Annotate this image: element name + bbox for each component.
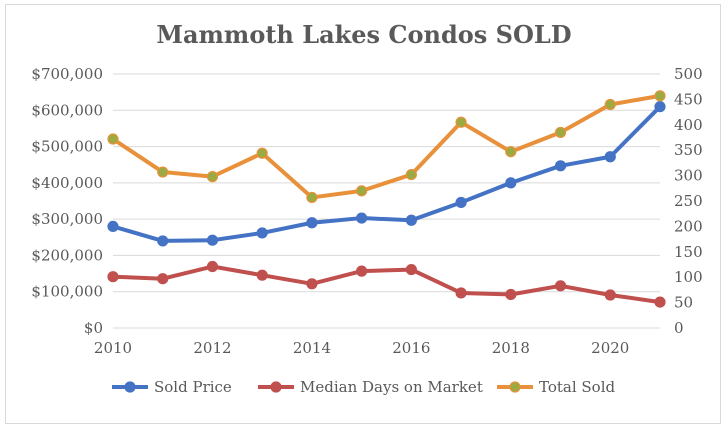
data-point bbox=[505, 146, 517, 158]
right-tick-label: 200 bbox=[674, 217, 703, 235]
legend-marker bbox=[509, 381, 521, 393]
left-tick-label: $500,000 bbox=[31, 138, 103, 156]
data-point bbox=[654, 90, 666, 102]
data-point bbox=[157, 273, 169, 285]
legend-label: Sold Price bbox=[154, 378, 232, 396]
legend-item-sold-price: Sold Price bbox=[112, 378, 232, 396]
legend-item-median-days-on-market: Median Days on Market bbox=[258, 378, 483, 396]
data-point bbox=[107, 271, 119, 283]
right-axis-ticks: 0 50 100 150 200 250 300 350 400 450 500 bbox=[674, 65, 703, 337]
data-point bbox=[206, 234, 219, 246]
left-tick-label: $300,000 bbox=[31, 210, 103, 228]
series-group bbox=[107, 90, 666, 308]
x-tick-label: 2020 bbox=[591, 339, 629, 357]
left-tick-label: $100,000 bbox=[31, 283, 103, 301]
data-point bbox=[505, 288, 517, 301]
legend-marker bbox=[124, 381, 136, 393]
data-point bbox=[306, 217, 318, 229]
x-tick-label: 2010 bbox=[94, 339, 132, 357]
data-point bbox=[157, 166, 169, 178]
right-tick-label: 50 bbox=[674, 294, 693, 312]
data-point bbox=[604, 98, 616, 111]
x-tick-label: 2014 bbox=[293, 339, 331, 357]
data-point bbox=[206, 260, 219, 273]
left-tick-label: $600,000 bbox=[31, 101, 103, 119]
series-sold-price bbox=[107, 101, 666, 247]
legend-item-total-sold: Total Sold bbox=[497, 378, 616, 396]
data-point bbox=[554, 126, 567, 139]
chart-title: Mammoth Lakes Condos SOLD bbox=[156, 20, 571, 49]
left-axis-ticks: $0 $100,000 $200,000 $300,000 $400,000 $500,0… bbox=[31, 65, 103, 337]
right-tick-label: 300 bbox=[674, 167, 703, 185]
x-axis-ticks: 2010 2012 2014 2016 2018 2020 bbox=[94, 339, 629, 357]
data-point bbox=[306, 191, 318, 204]
series-line-total-sold bbox=[111, 93, 662, 200]
data-point bbox=[604, 151, 616, 163]
right-tick-label: 450 bbox=[674, 90, 703, 108]
data-point bbox=[604, 289, 616, 301]
right-tick-label: 250 bbox=[674, 192, 703, 210]
right-tick-label: 400 bbox=[674, 116, 703, 134]
data-point bbox=[405, 168, 417, 181]
data-point bbox=[405, 263, 417, 276]
x-tick-label: 2018 bbox=[492, 339, 530, 357]
x-tick-label: 2012 bbox=[193, 339, 231, 357]
data-point bbox=[256, 227, 268, 239]
series-line-median-days-on-market bbox=[111, 264, 662, 305]
data-point bbox=[107, 220, 119, 232]
data-point bbox=[107, 133, 119, 145]
data-point bbox=[654, 101, 666, 113]
right-tick-label: 350 bbox=[674, 141, 703, 159]
data-point bbox=[455, 196, 467, 209]
right-tick-label: 150 bbox=[674, 243, 703, 261]
left-tick-label: $0 bbox=[84, 319, 103, 337]
data-point bbox=[356, 265, 368, 277]
right-tick-label: 100 bbox=[674, 268, 703, 286]
series-median-days-on-market bbox=[107, 260, 666, 308]
legend-label: Total Sold bbox=[539, 378, 616, 396]
right-tick-label: 500 bbox=[674, 65, 703, 83]
legend: Sold Price Median Days on Market Total Sol… bbox=[112, 378, 616, 396]
data-point bbox=[455, 116, 467, 128]
series-line-sold-price bbox=[111, 104, 662, 243]
left-tick-label: $700,000 bbox=[31, 65, 103, 83]
left-tick-label: $200,000 bbox=[31, 246, 103, 264]
data-point bbox=[256, 147, 268, 159]
data-point bbox=[405, 214, 417, 226]
data-point bbox=[554, 160, 567, 172]
x-tick-label: 2016 bbox=[392, 339, 430, 357]
data-point bbox=[157, 235, 169, 247]
data-point bbox=[554, 280, 567, 292]
data-point bbox=[505, 177, 517, 189]
data-point bbox=[356, 185, 368, 197]
data-point bbox=[206, 171, 219, 183]
data-point bbox=[356, 212, 368, 224]
series-total-sold bbox=[107, 90, 666, 204]
right-tick-label: 0 bbox=[674, 319, 684, 337]
data-point bbox=[455, 287, 467, 299]
legend-marker bbox=[270, 381, 282, 393]
legend-label: Median Days on Market bbox=[300, 378, 483, 396]
data-point bbox=[256, 269, 268, 281]
left-tick-label: $400,000 bbox=[31, 174, 103, 192]
data-point bbox=[306, 278, 318, 290]
data-point bbox=[654, 296, 666, 308]
